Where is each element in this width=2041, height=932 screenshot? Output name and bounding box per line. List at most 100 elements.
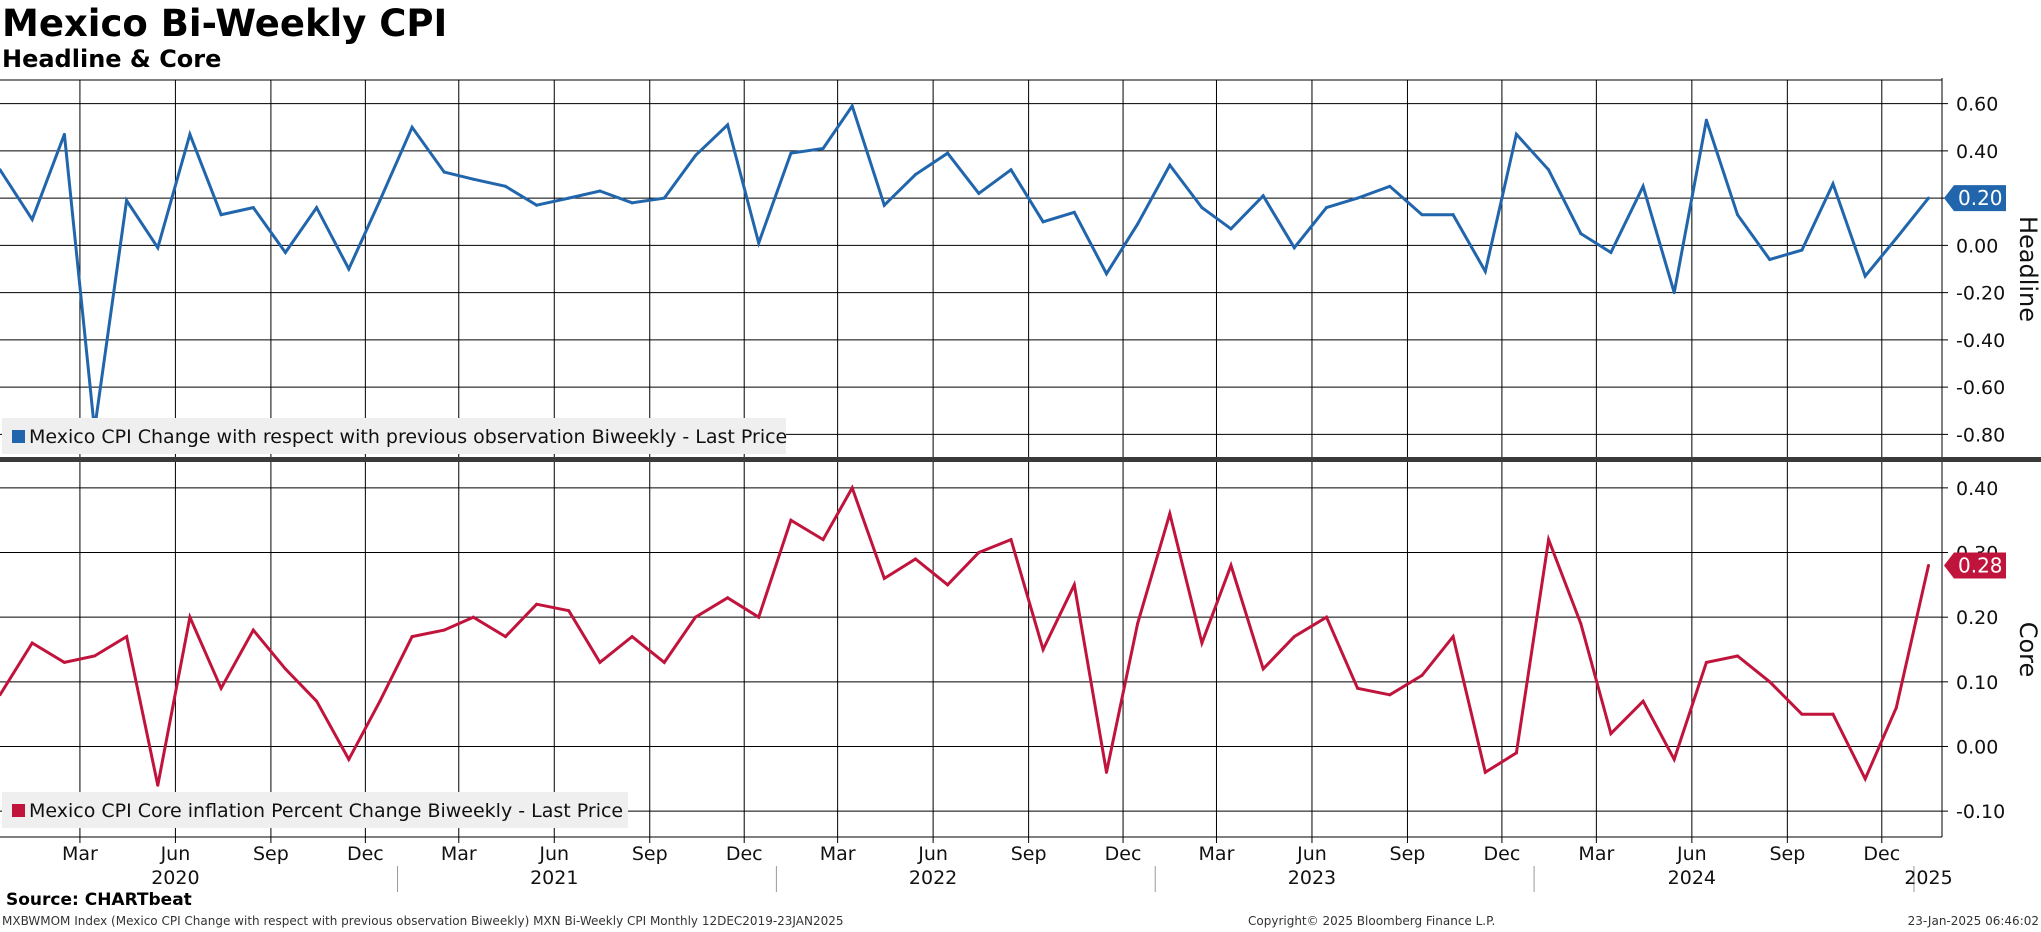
data-point xyxy=(946,151,950,155)
x-year-label: 2024 xyxy=(1668,867,1716,889)
data-point xyxy=(850,104,854,108)
chart-subtitle: Headline & Core xyxy=(2,45,222,73)
data-point xyxy=(977,551,981,555)
data-point xyxy=(0,693,2,697)
data-point xyxy=(1168,512,1172,516)
y-tick-label: -0.80 xyxy=(1956,424,2005,446)
data-point xyxy=(1261,667,1265,671)
data-point xyxy=(1483,770,1487,774)
data-point xyxy=(283,250,287,254)
data-point xyxy=(789,151,793,155)
x-tick-label: Jun xyxy=(917,843,948,865)
data-point xyxy=(1800,248,1804,252)
data-point xyxy=(378,198,382,202)
data-point xyxy=(471,615,475,619)
y-tick-label: 0.00 xyxy=(1956,235,1998,257)
data-point xyxy=(1420,213,1424,217)
data-point xyxy=(630,201,634,205)
data-point xyxy=(567,609,571,613)
legend-swatch xyxy=(12,430,25,443)
data-point xyxy=(630,635,634,639)
data-point xyxy=(1072,210,1076,214)
data-point xyxy=(1672,757,1676,761)
y-tick-label: -0.40 xyxy=(1956,330,2005,352)
data-point xyxy=(1768,680,1772,684)
data-point xyxy=(598,660,602,664)
data-point xyxy=(1229,227,1233,231)
data-point xyxy=(315,699,319,703)
data-point xyxy=(1451,635,1455,639)
data-point xyxy=(1831,712,1835,716)
x-tick-label: Sep xyxy=(1390,843,1426,865)
data-point xyxy=(410,125,414,129)
data-point xyxy=(567,196,571,200)
x-tick-label: Dec xyxy=(1863,843,1900,865)
data-point xyxy=(1609,732,1613,736)
data-point xyxy=(1609,250,1613,254)
data-point xyxy=(1736,654,1740,658)
data-point xyxy=(410,635,414,639)
data-point xyxy=(378,699,382,703)
last-value-label: 0.20 xyxy=(1958,186,2003,210)
x-tick-label: Sep xyxy=(1769,843,1805,865)
data-point xyxy=(1736,213,1740,217)
data-point xyxy=(1261,194,1265,198)
data-point xyxy=(471,177,475,181)
footer-ticker-info: MXBWMOM Index (Mexico CPI Change with re… xyxy=(2,914,844,928)
data-point xyxy=(347,757,351,761)
data-point xyxy=(1388,693,1392,697)
data-point xyxy=(1292,246,1296,250)
data-point xyxy=(188,132,192,136)
data-point xyxy=(1168,163,1172,167)
data-point xyxy=(503,184,507,188)
axis-layer: 0.60 0.40 0.20 0.00 -0.20 -0.40 -0.60 -0.80 0.20… xyxy=(0,78,2041,892)
y-tick-label: 0.40 xyxy=(1956,141,1998,163)
x-tick-label: Mar xyxy=(1578,843,1614,865)
data-point xyxy=(913,173,917,176)
x-tick-label: Sep xyxy=(1011,843,1047,865)
x-tick-label: Dec xyxy=(1105,843,1142,865)
data-point xyxy=(1547,538,1551,542)
x-tick-label: Mar xyxy=(820,843,856,865)
data-point xyxy=(1324,206,1328,210)
data-point xyxy=(62,132,66,136)
data-point xyxy=(1831,182,1835,186)
legend-label: Mexico CPI Change with respect with prev… xyxy=(29,426,787,448)
x-tick-label: Dec xyxy=(1484,843,1521,865)
data-point xyxy=(1420,673,1424,677)
data-point xyxy=(1104,770,1108,774)
data-point xyxy=(1292,635,1296,639)
legend-layer: Mexico CPI Change with respect with prev… xyxy=(2,418,787,828)
data-point xyxy=(156,246,160,250)
x-tick-label: Mar xyxy=(441,843,477,865)
data-point xyxy=(442,628,446,632)
panel-divider xyxy=(0,457,2041,462)
data-point xyxy=(125,198,129,202)
source-note: Source: CHARTbeat xyxy=(6,890,192,910)
data-point xyxy=(442,170,446,174)
data-point xyxy=(30,217,34,221)
data-point xyxy=(219,213,223,217)
data-point xyxy=(1009,538,1013,542)
x-tick-label: Mar xyxy=(1199,843,1235,865)
x-tick-label: Mar xyxy=(62,843,98,865)
data-point xyxy=(882,203,886,207)
last-value-badge xyxy=(1944,185,2006,212)
data-point xyxy=(92,654,96,658)
data-point xyxy=(726,123,730,127)
data-point xyxy=(1894,706,1898,710)
x-tick-label: Jun xyxy=(1296,843,1327,865)
data-point xyxy=(1200,206,1204,210)
x-year-label: 2020 xyxy=(151,867,199,889)
data-point xyxy=(1356,686,1360,690)
data-point xyxy=(789,518,793,522)
x-tick-label: Dec xyxy=(347,843,384,865)
data-point xyxy=(1927,196,1931,200)
data-point xyxy=(757,615,761,619)
data-point xyxy=(188,615,192,619)
data-point xyxy=(1768,258,1772,262)
x-year-label: 2022 xyxy=(909,867,957,889)
data-point xyxy=(315,206,319,210)
data-point xyxy=(1136,222,1140,226)
data-point xyxy=(850,486,854,490)
